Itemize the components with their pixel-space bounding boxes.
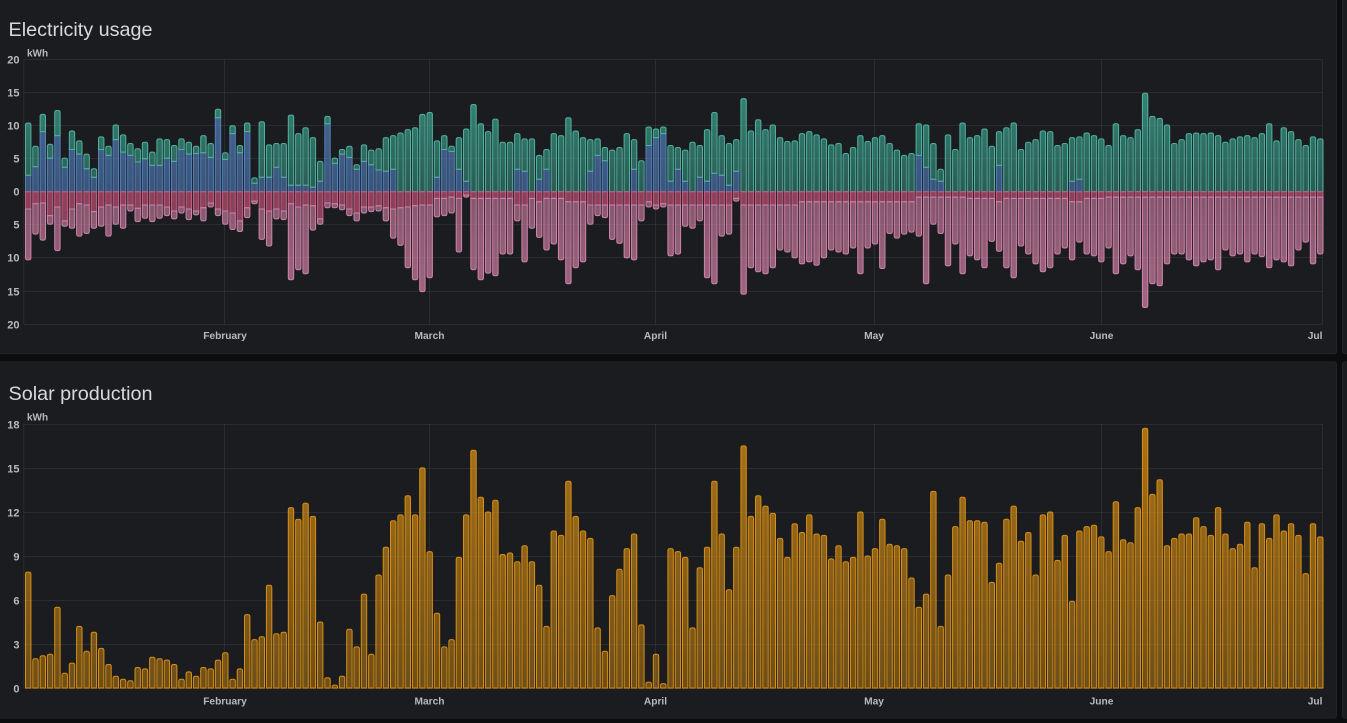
svg-text:February: February <box>203 331 247 342</box>
svg-text:June: June <box>1090 696 1114 707</box>
svg-text:May: May <box>864 331 884 342</box>
svg-text:kWh: kWh <box>27 413 48 424</box>
svg-text:Jul: Jul <box>1308 331 1323 342</box>
svg-text:Jul: Jul <box>1308 696 1323 707</box>
svg-text:18: 18 <box>7 420 19 432</box>
svg-text:April: April <box>644 331 667 342</box>
svg-text:kWh: kWh <box>27 48 48 59</box>
svg-text:March: March <box>414 331 444 342</box>
svg-text:0: 0 <box>13 684 19 696</box>
svg-text:February: February <box>203 696 247 707</box>
svg-text:3: 3 <box>13 640 19 652</box>
svg-text:6: 6 <box>13 596 19 608</box>
svg-text:15: 15 <box>7 464 19 476</box>
svg-text:10: 10 <box>7 121 19 133</box>
svg-text:0: 0 <box>13 187 19 199</box>
svg-text:15: 15 <box>7 88 19 100</box>
svg-text:5: 5 <box>13 154 19 166</box>
svg-text:June: June <box>1090 331 1114 342</box>
svg-text:5: 5 <box>13 220 19 232</box>
svg-text:20: 20 <box>7 320 19 332</box>
svg-text:March: March <box>414 696 444 707</box>
svg-text:20: 20 <box>7 55 19 67</box>
svg-text:15: 15 <box>7 287 19 299</box>
svg-text:Electricity usage: Electricity usage <box>9 19 153 41</box>
svg-text:10: 10 <box>7 253 19 265</box>
svg-text:May: May <box>864 696 884 707</box>
svg-text:Solar production: Solar production <box>9 383 153 405</box>
svg-text:April: April <box>644 696 667 707</box>
svg-text:9: 9 <box>13 552 19 564</box>
svg-text:12: 12 <box>7 508 19 520</box>
